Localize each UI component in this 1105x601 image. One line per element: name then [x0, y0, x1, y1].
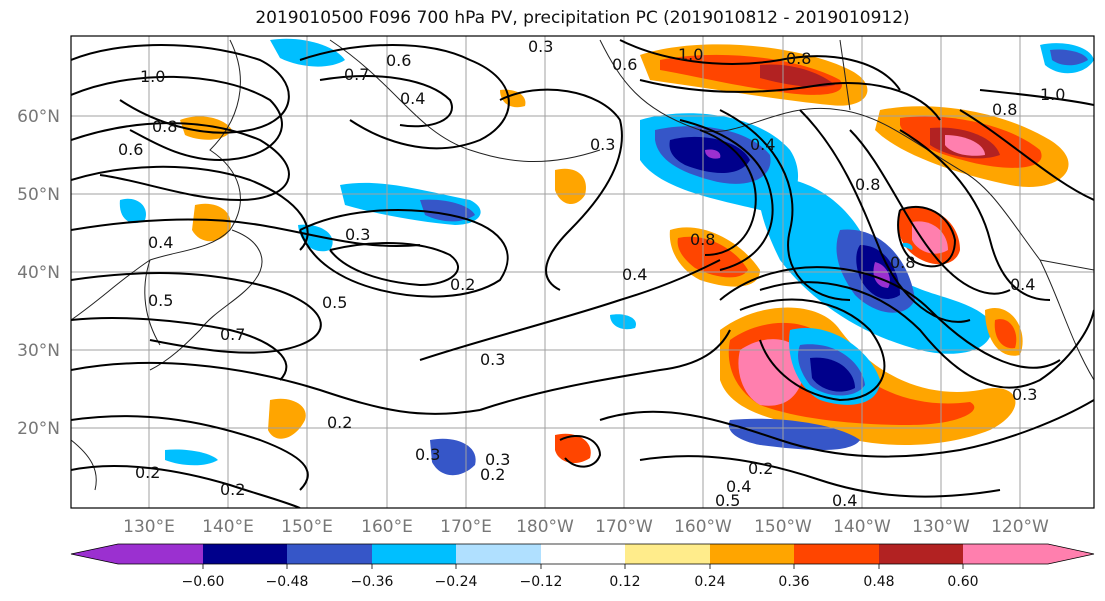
contour-label: 0.3	[480, 350, 505, 369]
colorbar-bin	[203, 544, 287, 564]
colorbar-bin	[963, 544, 1048, 564]
colorbar-tick-label: −0.24	[435, 574, 478, 590]
lat-label-40n: 40°N	[17, 263, 60, 283]
contour-label: 0.5	[322, 293, 347, 312]
contour-label: 0.4	[750, 135, 775, 154]
pv-contours	[71, 39, 1094, 508]
longitude-labels: 130°E 140°E 150°E 160°E 170°E 180°W 170°…	[123, 517, 1049, 537]
colorbar-bin	[794, 544, 879, 564]
contour-label: 0.6	[118, 140, 143, 159]
contour-label: 0.5	[715, 491, 740, 510]
contour-label: 0.5	[148, 291, 173, 310]
contour-label: 0.8	[890, 253, 915, 272]
contour-label: 1.0	[678, 45, 703, 64]
contour-label: 0.3	[415, 445, 440, 464]
colorbar-tick-label: −0.36	[351, 574, 394, 590]
graticule	[71, 36, 1094, 508]
lat-label-20n: 20°N	[17, 419, 60, 439]
colorbar-tick-label: −0.48	[266, 574, 309, 590]
contour-label: 0.4	[622, 265, 647, 284]
lon-label: 170°E	[440, 517, 492, 537]
contour-label: 0.2	[327, 413, 352, 432]
lon-label: 140°E	[202, 517, 254, 537]
lon-label: 160°E	[361, 517, 413, 537]
lon-label: 170°W	[595, 517, 653, 537]
contour-label: 0.7	[220, 325, 245, 344]
colorbar-tick-label: 0.36	[778, 574, 809, 590]
colorbar-bin	[879, 544, 963, 564]
map-frame	[70, 35, 1095, 509]
contour-label: 0.2	[480, 465, 505, 484]
contour-label: 0.7	[344, 65, 369, 84]
colorbar-bin	[287, 544, 372, 564]
colorbar-bin	[710, 544, 794, 564]
lon-label: 150°E	[281, 517, 333, 537]
contour-label: 0.3	[590, 135, 615, 154]
contour-label: 0.3	[528, 37, 553, 56]
contour-label: 0.8	[690, 230, 715, 249]
contour-label: 0.4	[832, 491, 857, 510]
contour-label: 0.4	[1010, 275, 1035, 294]
contour-label: 0.6	[386, 51, 411, 70]
contour-label: 0.4	[148, 233, 173, 252]
contour-label: 0.3	[345, 225, 370, 244]
contour-label: 0.8	[992, 100, 1017, 119]
contour-label: 0.4	[726, 477, 751, 496]
lon-label: 120°W	[991, 517, 1049, 537]
contour-label: 0.8	[152, 117, 177, 136]
colorbar-bin	[625, 544, 710, 564]
lat-label-30n: 30°N	[17, 341, 60, 361]
lon-label: 140°W	[833, 517, 891, 537]
contour-label: 0.3	[485, 450, 510, 469]
contour-label: 0.3	[1012, 385, 1037, 404]
colorbar-bin	[456, 544, 541, 564]
lat-label-50n: 50°N	[17, 185, 60, 205]
contour-label: 0.2	[450, 275, 475, 294]
contour-label: 0.6	[612, 55, 637, 74]
colorbar-bin	[541, 544, 625, 564]
lon-label: 130°W	[912, 517, 970, 537]
colorbar-tick-label: 0.24	[694, 574, 725, 590]
lon-label: 150°W	[754, 517, 812, 537]
lon-label: 160°W	[674, 517, 732, 537]
contour-label: 1.0	[1040, 85, 1065, 104]
contour-label: 1.0	[140, 67, 165, 86]
colorbar-bin	[118, 544, 203, 564]
latitude-labels: 60°N 50°N 40°N 30°N 20°N	[17, 107, 60, 439]
contour-label: 0.8	[855, 175, 880, 194]
colorbar: −0.60 −0.48 −0.36 −0.24 −0.12 0.12 0.24 …	[70, 543, 1095, 590]
contour-label: 0.4	[400, 89, 425, 108]
contour-label: 0.2	[135, 463, 160, 482]
coastlines	[71, 39, 1094, 491]
colorbar-tick-label: 0.60	[947, 574, 978, 590]
contour-labels: 0.6 0.7 1.0 0.8 0.6 0.3 0.4 0.5 0.7 0.3 …	[118, 37, 1065, 510]
map-title: 2019010500 F096 700 hPa PV, precipitatio…	[255, 8, 910, 28]
colorbar-bin	[372, 544, 456, 564]
colorbar-tick-label: −0.60	[182, 574, 225, 590]
contour-label: 0.2	[220, 480, 245, 499]
lat-label-60n: 60°N	[17, 107, 60, 127]
contour-label: 0.8	[786, 49, 811, 68]
colorbar-tick-label: −0.12	[520, 574, 563, 590]
colorbar-extend-high	[1048, 544, 1094, 564]
colorbar-extend-low	[71, 544, 118, 564]
lon-label: 180°W	[516, 517, 574, 537]
lon-label: 130°E	[123, 517, 175, 537]
colorbar-tick-label: 0.12	[609, 574, 640, 590]
colorbar-tick-label: 0.48	[863, 574, 894, 590]
contour-label: 0.2	[748, 459, 773, 478]
